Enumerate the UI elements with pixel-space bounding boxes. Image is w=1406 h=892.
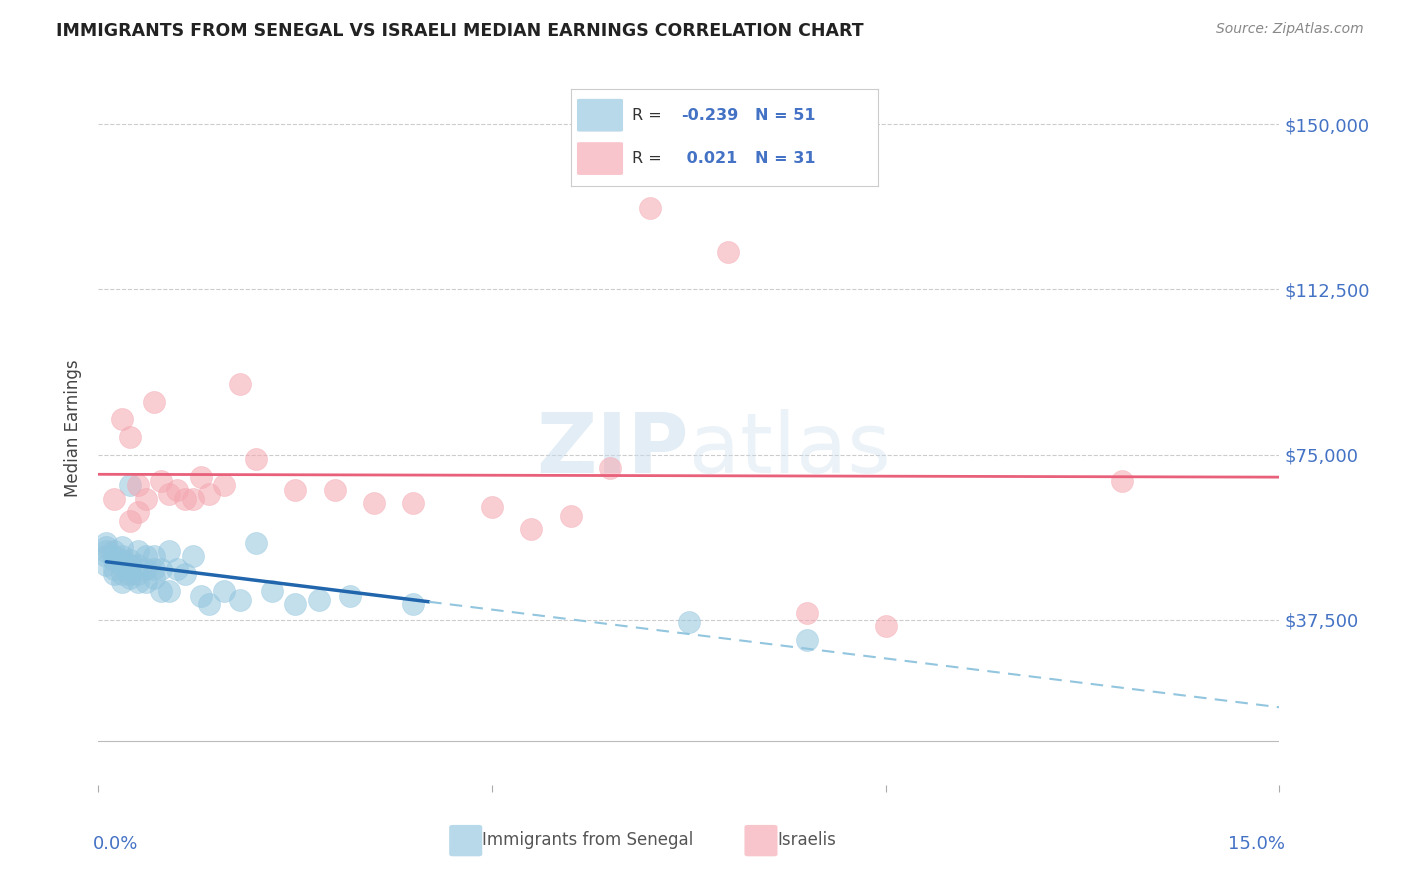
Point [103,491,125,506]
Point [245,535,267,549]
Point [229,593,252,607]
Point [678,615,700,629]
Point [166,483,188,497]
Point [127,544,149,558]
Point [197,487,219,501]
Point [111,566,134,581]
Point [111,553,134,567]
Point [875,619,897,633]
Point [181,549,204,563]
Point [111,412,134,426]
Point [118,514,141,528]
Text: Source: ZipAtlas.com: Source: ZipAtlas.com [1216,22,1364,37]
Point [308,593,330,607]
Point [111,540,134,554]
Point [284,483,307,497]
Point [111,558,134,572]
Point [284,598,307,612]
Text: 15.0%: 15.0% [1229,835,1285,853]
Point [142,562,165,576]
Point [118,553,141,567]
Point [157,584,180,599]
Text: IMMIGRANTS FROM SENEGAL VS ISRAELI MEDIAN EARNINGS CORRELATION CHART: IMMIGRANTS FROM SENEGAL VS ISRAELI MEDIA… [56,22,863,40]
Point [127,566,149,581]
Point [260,584,283,599]
Point [174,566,197,581]
Point [363,496,385,510]
Point [245,452,267,467]
Point [560,509,582,524]
Point [181,491,204,506]
Point [599,460,621,475]
Text: Israelis: Israelis [778,831,837,849]
Point [103,553,125,567]
Point [127,478,149,492]
Point [111,575,134,590]
Point [118,478,141,492]
Point [323,483,346,497]
Point [481,500,503,515]
Point [150,584,173,599]
Point [150,562,173,576]
Point [96,535,118,549]
Point [103,566,125,581]
Point [638,201,661,215]
Point [402,598,425,612]
Point [127,575,149,590]
FancyBboxPatch shape [449,825,482,856]
Point [229,377,252,392]
Point [166,562,188,576]
Text: ZIP: ZIP [537,409,689,490]
Text: Immigrants from Senegal: Immigrants from Senegal [482,831,693,849]
Point [118,566,141,581]
Point [1111,474,1133,488]
Point [135,549,157,563]
Point [157,544,180,558]
Point [103,544,125,558]
FancyBboxPatch shape [744,825,778,856]
Point [142,571,165,585]
Point [339,589,361,603]
Point [142,549,165,563]
Point [796,606,818,620]
Y-axis label: Median Earnings: Median Earnings [65,359,83,497]
Point [127,558,149,572]
Point [96,544,118,558]
Point [103,562,125,576]
Point [142,394,165,409]
Point [520,523,543,537]
Point [717,244,740,259]
Point [96,558,118,572]
Point [127,505,149,519]
Point [150,474,173,488]
Text: 0.0%: 0.0% [93,835,138,853]
Text: atlas: atlas [689,409,890,490]
Point [135,575,157,590]
Point [190,589,212,603]
Point [214,478,236,492]
Point [118,562,141,576]
Point [118,558,141,572]
Point [96,540,118,554]
Point [111,549,134,563]
Point [197,598,219,612]
Point [796,632,818,647]
Point [96,549,118,563]
Point [135,491,157,506]
Point [214,584,236,599]
Point [118,430,141,444]
Point [190,469,212,483]
Point [174,491,197,506]
Point [135,562,157,576]
Point [118,571,141,585]
Point [157,487,180,501]
Point [103,549,125,563]
Point [402,496,425,510]
